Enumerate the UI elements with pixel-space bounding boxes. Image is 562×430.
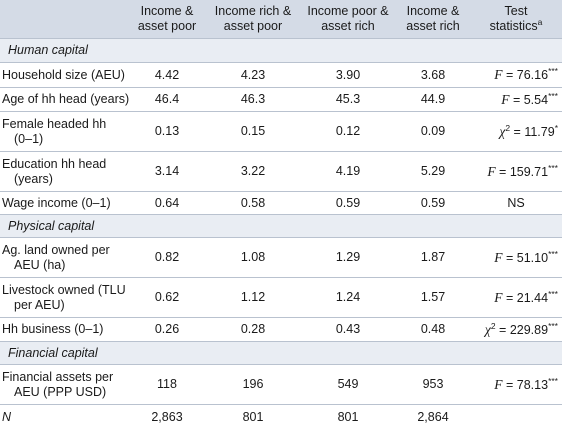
- table-row: Household size (AEU) 4.42 4.23 3.90 3.68…: [0, 63, 562, 88]
- table-row: Female headed hh (0–1) 0.13 0.15 0.12 0.0…: [0, 112, 562, 152]
- value-cell: 5.29: [420, 164, 446, 178]
- value-cell: 0.43: [335, 322, 361, 336]
- row-label: Livestock owned (TLU per AEU): [2, 282, 126, 312]
- value-cell: 3.22: [240, 164, 266, 178]
- row-label: Ag. land owned per AEU (ha): [2, 242, 110, 272]
- value-cell: 118: [157, 377, 177, 391]
- row-label: Education hh head (years): [2, 156, 107, 186]
- value-cell: 0.58: [240, 195, 266, 210]
- value-cell: 2,863: [151, 410, 183, 424]
- value-cell: 549: [337, 377, 359, 391]
- value-cell: 1.24: [335, 290, 361, 304]
- section-human-capital: Human capital: [0, 39, 562, 63]
- value-cell: 1.57: [420, 290, 446, 304]
- header-test-statistics: Test statisticsa: [489, 4, 543, 33]
- row-label: Financial assets per AEU (PPP USD): [2, 369, 114, 399]
- value-cell: 0.64: [154, 195, 180, 210]
- row-label: Wage income (0–1): [2, 195, 111, 210]
- row-label: Household size (AEU): [2, 67, 125, 82]
- table-header: Income & asset poor Income rich & asset po…: [0, 0, 562, 39]
- section-title: Financial capital: [8, 345, 98, 360]
- value-cell: 0.15: [240, 124, 266, 138]
- value-cell: 0.09: [420, 124, 446, 138]
- value-cell: 0.48: [420, 322, 446, 336]
- value-cell: 3.68: [420, 67, 446, 82]
- value-cell: 0.62: [154, 290, 180, 304]
- value-cell: 2,864: [417, 410, 449, 424]
- section-financial-capital: Financial capital: [0, 342, 562, 365]
- header-income-asset-rich: Income & asset rich: [406, 4, 460, 33]
- value-cell: 0.82: [154, 250, 180, 264]
- value-cell: 46.3: [240, 92, 266, 106]
- test-statistic: χ2 = 229.89***: [484, 320, 558, 337]
- test-statistic: F = 21.44***: [494, 288, 558, 305]
- value-cell: 0.59: [335, 195, 361, 210]
- value-cell: 4.23: [240, 67, 266, 82]
- value-cell: 0.26: [154, 322, 180, 336]
- value-cell: 3.90: [335, 67, 361, 82]
- test-statistic: F = 76.16***: [494, 65, 558, 82]
- table-row-n: N 2,863 801 801 2,864: [0, 405, 562, 430]
- value-cell: 46.4: [154, 92, 180, 106]
- footnote-marker: a: [537, 16, 543, 27]
- value-cell: 953: [422, 377, 444, 391]
- table-row: Ag. land owned per AEU (ha) 0.82 1.08 1.2…: [0, 238, 562, 278]
- section-title: Human capital: [8, 43, 88, 57]
- test-statistic: χ2 = 11.79*: [499, 122, 558, 139]
- value-cell: 1.12: [240, 290, 266, 304]
- value-cell: 801: [242, 410, 264, 424]
- test-statistic: F = 51.10***: [494, 248, 558, 265]
- header-income-asset-poor: Income & asset poor: [137, 4, 197, 33]
- value-cell: 4.19: [335, 164, 361, 178]
- table-row: Hh business (0–1) 0.26 0.28 0.43 0.48 χ2…: [0, 318, 562, 342]
- row-label: Hh business (0–1): [2, 322, 104, 336]
- value-cell: 1.08: [240, 250, 266, 264]
- value-cell: 0.12: [335, 124, 361, 138]
- value-cell: 1.29: [335, 250, 361, 264]
- value-cell: 4.42: [154, 67, 180, 82]
- value-cell: 0.28: [240, 322, 266, 336]
- table-row: Livestock owned (TLU per AEU) 0.62 1.12 1…: [0, 278, 562, 318]
- value-cell: 44.9: [420, 92, 446, 106]
- table-row: Wage income (0–1) 0.64 0.58 0.59 0.59 NS: [0, 192, 562, 215]
- row-label: Age of hh head (years): [2, 92, 130, 106]
- value-cell: 3.14: [154, 164, 180, 178]
- table-row: Financial assets per AEU (PPP USD) 118 19…: [0, 365, 562, 405]
- table-row: Age of hh head (years) 46.4 46.3 45.3 44…: [0, 88, 562, 112]
- header-income-rich-asset-poor: Income rich & asset poor: [214, 4, 292, 33]
- header-income-poor-asset-rich: Income poor & asset rich: [307, 4, 389, 33]
- test-statistic: NS: [507, 195, 525, 210]
- value-cell: 196: [242, 377, 264, 391]
- row-label: N: [2, 410, 12, 424]
- value-cell: 45.3: [335, 92, 361, 106]
- section-physical-capital: Physical capital: [0, 215, 562, 238]
- value-cell: 801: [337, 410, 359, 424]
- row-label: Female headed hh (0–1): [2, 116, 107, 146]
- test-statistic: F = 5.54***: [501, 90, 558, 107]
- value-cell: 0.59: [420, 195, 446, 210]
- section-title: Physical capital: [8, 218, 95, 233]
- value-cell: 0.13: [154, 124, 180, 138]
- value-cell: 1.87: [420, 250, 446, 264]
- table-row: Education hh head (years) 3.14 3.22 4.19 …: [0, 152, 562, 192]
- test-statistic: F = 78.13***: [494, 375, 558, 392]
- test-statistic: F = 159.71***: [487, 162, 558, 179]
